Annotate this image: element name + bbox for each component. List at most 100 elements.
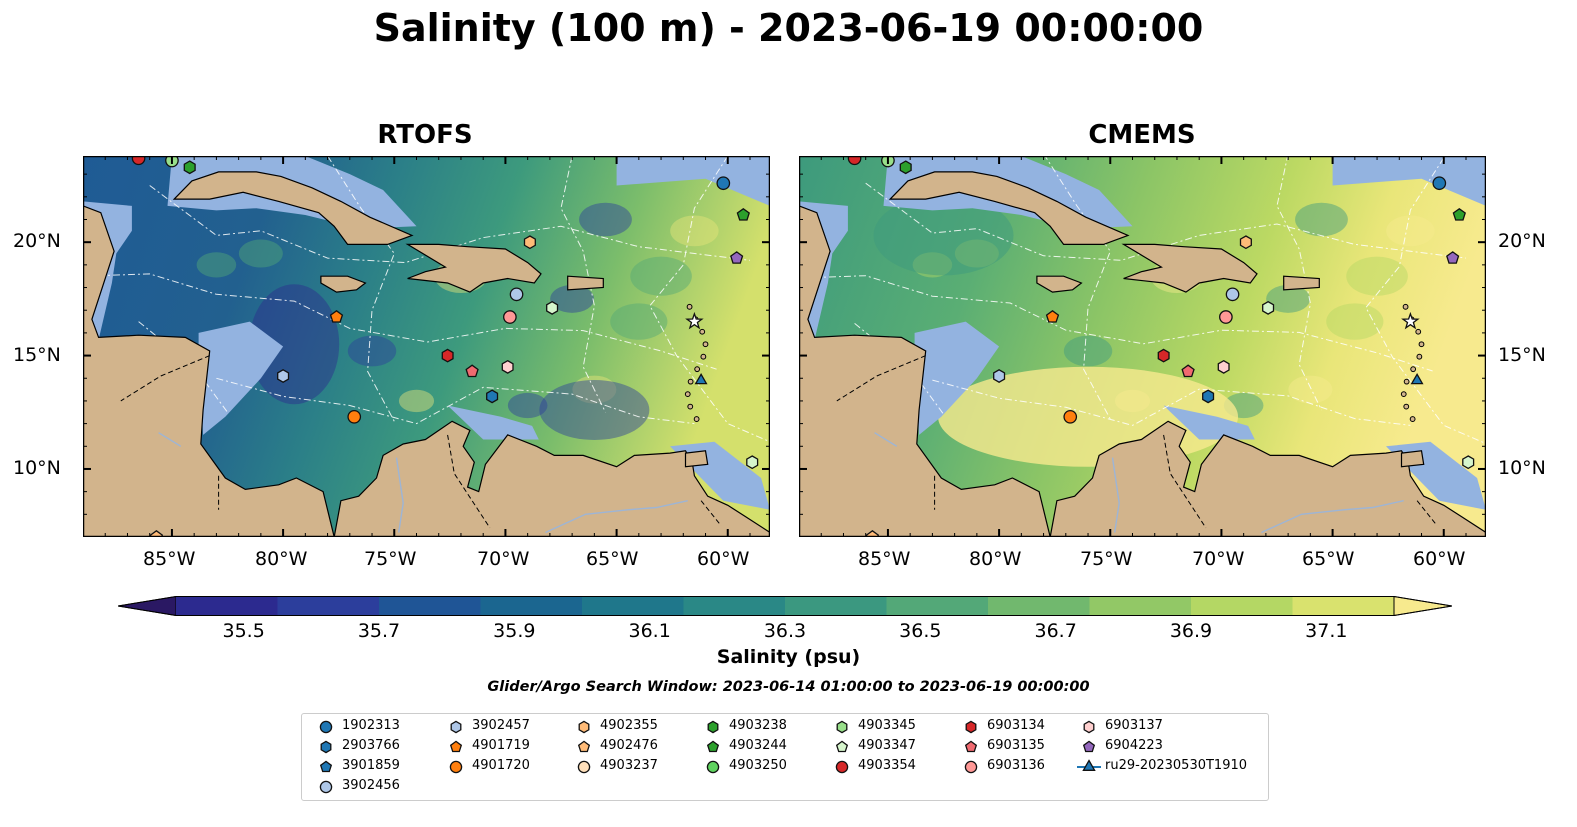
colorbar-tick-label: 37.1	[1305, 620, 1348, 642]
legend: 1902313 2903766 3901859 3902456 3902457 49017…	[301, 713, 1269, 801]
legend-label: 4903237	[600, 758, 658, 773]
platform-marker	[329, 309, 344, 323]
search-window-text: Glider/Argo Search Window: 2023-06-14 01…	[487, 679, 1090, 695]
circle-marker-icon	[964, 760, 978, 774]
colorbar-extend-max	[1393, 596, 1452, 616]
colorbar-outline	[118, 596, 1452, 616]
platform-marker	[131, 156, 146, 166]
platform-marker	[1410, 372, 1424, 385]
eez-boundary-line	[216, 377, 695, 425]
colorbar-tick-label: 35.7	[357, 620, 401, 642]
legend-label: 2903766	[342, 738, 400, 753]
platform-marker	[1157, 348, 1170, 363]
legend-label: 6903134	[987, 718, 1045, 733]
country-border	[447, 434, 491, 529]
platform-marker	[1432, 176, 1447, 191]
land-cuba	[172, 171, 414, 245]
river	[545, 500, 688, 534]
land-centralAmerica	[799, 205, 1051, 537]
circle-marker-icon	[835, 760, 849, 774]
y-tick-10n-right: 10°N	[1498, 457, 1546, 479]
platform-marker	[486, 389, 499, 404]
lesser-antilles-island	[1409, 416, 1416, 422]
lesser-antilles-island	[1400, 391, 1407, 398]
platform-marker	[1239, 235, 1252, 250]
lesser-antilles-island	[686, 303, 693, 310]
circle-marker-icon	[577, 760, 591, 774]
country-border	[700, 500, 722, 527]
country-border	[1416, 500, 1438, 527]
platform-marker	[1181, 364, 1195, 378]
x-tick-75w-left: 75°W	[364, 548, 417, 570]
colorbar-tick-label: 36.5	[899, 620, 942, 642]
colorbar-tick-label: 36.7	[1034, 620, 1077, 642]
lesser-antilles-island	[1402, 303, 1409, 310]
eddy-feature	[347, 335, 397, 367]
circle-marker-icon	[706, 760, 720, 774]
land-trinidad	[1400, 450, 1425, 468]
river	[158, 432, 182, 447]
legend-label: 3902456	[342, 778, 400, 793]
hexagon-marker-icon	[707, 720, 719, 734]
x-tick-85w-right: 85°W	[858, 548, 911, 570]
x-tick-70w-left: 70°W	[477, 548, 530, 570]
pentagon-marker-icon	[449, 740, 463, 753]
x-tick-75w-right: 75°W	[1080, 548, 1133, 570]
x-tick-60w-right: 60°W	[1413, 548, 1466, 570]
panel-title-cmems: CMEMS	[1088, 120, 1196, 150]
eddy-feature	[670, 215, 719, 247]
y-tick-20n-left: 20°N	[13, 230, 61, 252]
land-trinidad	[684, 450, 709, 468]
eddy-feature	[238, 239, 283, 268]
platform-marker	[1446, 251, 1460, 264]
shallow-shelf	[198, 321, 284, 435]
platform-marker	[993, 369, 1006, 383]
eddy-feature	[610, 303, 668, 340]
platform-marker	[736, 208, 750, 221]
eez-boundary-line	[327, 156, 395, 422]
land-jamaica	[1036, 275, 1083, 293]
platform-marker	[865, 529, 880, 537]
shallow-shelf	[447, 405, 539, 440]
land-jamaica	[320, 275, 367, 293]
platform-marker	[1225, 287, 1240, 302]
platform-marker	[746, 455, 759, 470]
platform-marker	[1045, 309, 1060, 323]
colorbar-tick-label: 36.1	[628, 620, 671, 642]
lesser-antilles-island	[1410, 366, 1417, 373]
legend-label: 3901859	[342, 758, 400, 773]
eddy-feature	[550, 284, 595, 313]
lesser-antilles-island	[1415, 328, 1422, 335]
river	[1111, 457, 1120, 533]
land-southAmerica	[1049, 420, 1486, 537]
hexagon-marker-icon	[1083, 720, 1095, 734]
lesser-antilles-island	[687, 378, 694, 385]
platform-marker	[1202, 389, 1215, 404]
y-tick-20n-right: 20°N	[1498, 230, 1546, 252]
x-tick-80w-left: 80°W	[255, 548, 308, 570]
platform-marker	[277, 369, 290, 383]
legend-label: 1902313	[342, 718, 400, 733]
lesser-antilles-island	[1403, 403, 1410, 410]
colorbar-tick-label: 36.9	[1169, 620, 1213, 642]
eez-boundary-line	[932, 379, 1411, 426]
platform-marker	[501, 359, 514, 374]
mid-salinity-region	[873, 195, 1014, 276]
land-hispaniola	[1121, 243, 1258, 293]
colorbar-segment	[1292, 596, 1395, 616]
pentagon-marker-icon	[964, 740, 978, 753]
eddy-feature	[196, 252, 237, 278]
map-frame	[83, 156, 770, 537]
hexagon-marker-icon	[450, 720, 462, 734]
eez-boundary-line	[865, 182, 1467, 261]
country-border	[836, 355, 926, 402]
colorbar-segment	[1089, 596, 1192, 616]
platform-marker	[685, 311, 704, 330]
eez-boundary-line	[649, 156, 770, 443]
legend-label: 4903354	[858, 758, 916, 773]
eez-boundary-line	[799, 275, 1433, 372]
platform-marker	[716, 176, 731, 191]
platform-marker	[441, 348, 454, 363]
pentagon-marker-icon	[577, 740, 591, 753]
hexagon-marker-icon	[836, 720, 848, 734]
